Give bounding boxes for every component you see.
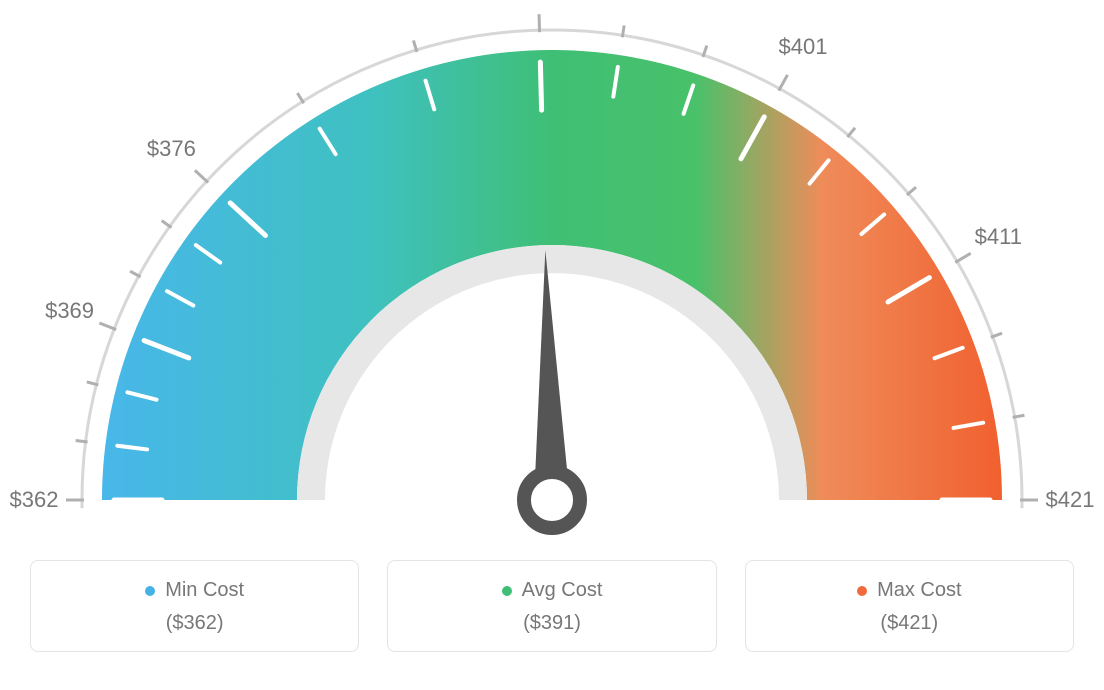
gauge-tick-label: $401 (779, 34, 828, 60)
legend-value: ($421) (756, 612, 1063, 635)
legend-card: Min Cost ($362) (30, 560, 359, 652)
legend-row: Min Cost ($362) Avg Cost ($391) Max Cost ($42… (0, 560, 1104, 652)
gauge-svg (0, 0, 1104, 560)
gauge-chart: $362$369$376$391$401$411$421 (0, 0, 1104, 560)
gauge-tick-label: $362 (10, 487, 59, 513)
legend-label: Min Cost (145, 579, 244, 602)
gauge-tick-label: $421 (1046, 487, 1095, 513)
legend-label: Max Cost (857, 579, 961, 602)
legend-value: ($362) (41, 612, 348, 635)
legend-card: Max Cost ($421) (745, 560, 1074, 652)
legend-dot-icon (857, 586, 867, 596)
legend-label-text: Max Cost (877, 579, 961, 602)
gauge-tick-label: $411 (975, 224, 1022, 250)
legend-card: Avg Cost ($391) (387, 560, 716, 652)
legend-label-text: Avg Cost (522, 579, 603, 602)
gauge-tick-label: $369 (45, 298, 94, 324)
legend-label: Avg Cost (502, 579, 603, 602)
legend-dot-icon (145, 586, 155, 596)
legend-value: ($391) (398, 612, 705, 635)
gauge-tick-label: $376 (147, 136, 196, 162)
legend-dot-icon (502, 586, 512, 596)
legend-label-text: Min Cost (165, 579, 244, 602)
